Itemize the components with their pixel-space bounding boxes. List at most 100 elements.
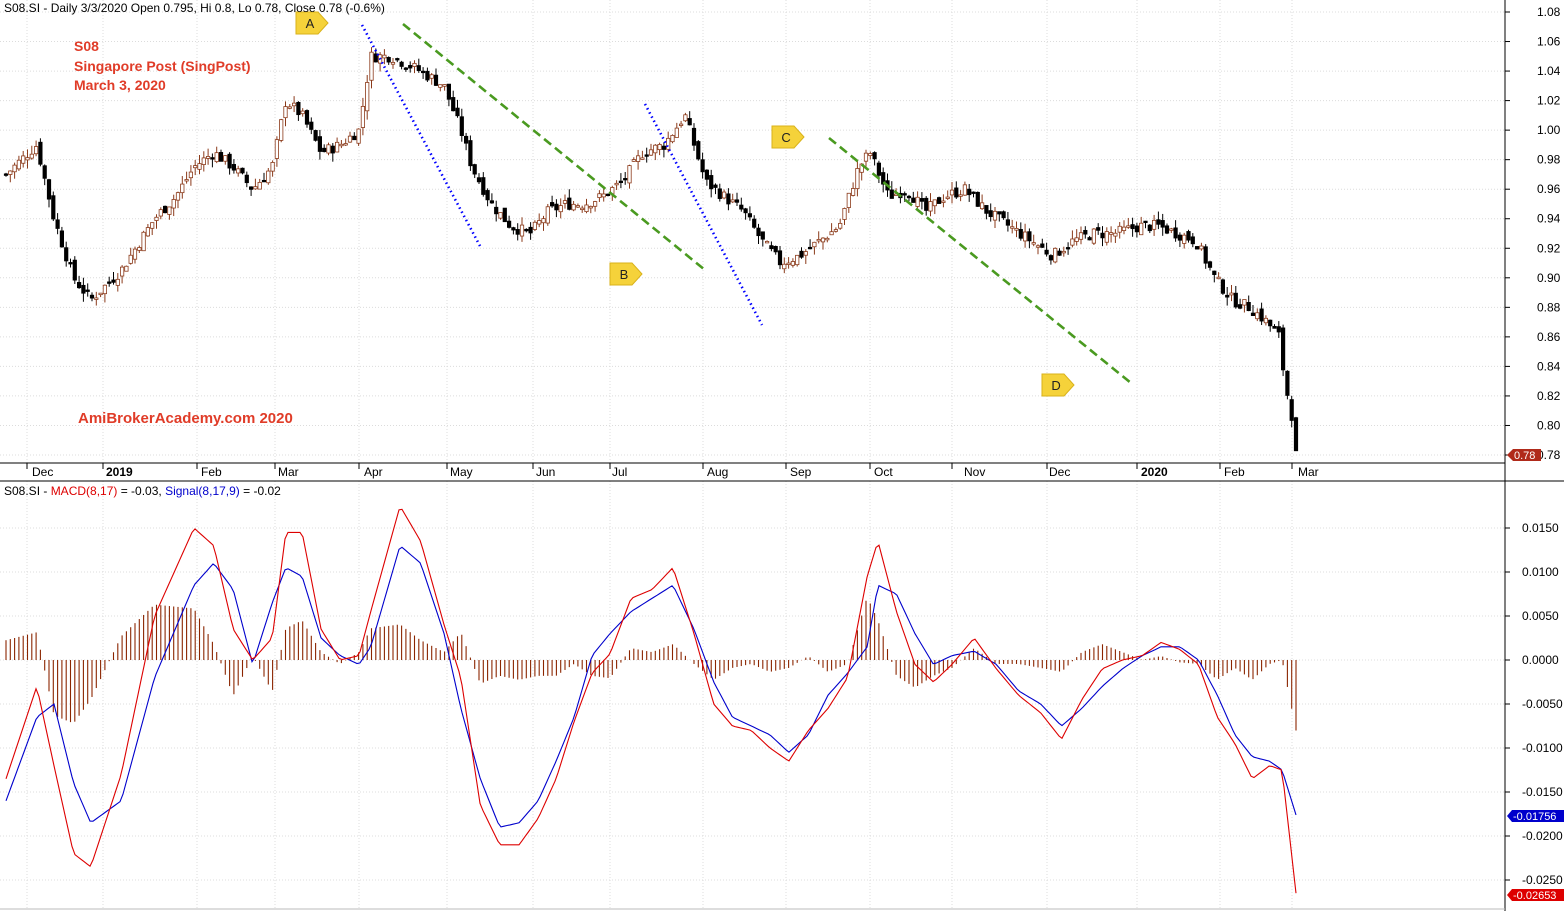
candle-body	[180, 183, 185, 194]
candle-body	[120, 266, 125, 277]
candle-body	[171, 199, 176, 209]
candle-body	[257, 181, 262, 190]
candle-body	[390, 62, 396, 65]
candle-body	[537, 220, 542, 225]
signal-value-label: -0.01756	[1513, 811, 1556, 823]
candle-body	[1203, 246, 1208, 264]
candle-body	[876, 162, 882, 176]
candle-body	[188, 171, 193, 179]
macd-y-tick-label: 0.0050	[1522, 609, 1559, 623]
x-tick-label: Jun	[536, 465, 555, 479]
candle-body	[438, 84, 443, 88]
candle-body	[567, 197, 572, 210]
candle-body	[59, 230, 65, 248]
candle-body	[240, 167, 245, 174]
candle-body	[958, 194, 963, 197]
candle-body	[46, 179, 52, 200]
candle-body	[433, 74, 439, 86]
price-y-tick-label: 1.02	[1537, 94, 1561, 108]
candle-body	[623, 178, 628, 181]
candle-body	[111, 279, 116, 283]
candle-body	[261, 179, 267, 183]
candle-body	[575, 205, 581, 208]
candle-body	[558, 205, 563, 213]
candle-body	[42, 165, 47, 179]
candle-body	[1134, 225, 1139, 233]
candle-body	[1044, 249, 1049, 255]
candle-body	[1001, 211, 1006, 219]
x-tick-label: Dec	[1049, 465, 1070, 479]
candle-body	[816, 239, 821, 242]
price-y-tick-label: 0.94	[1537, 212, 1561, 226]
price-y-tick-label: 1.08	[1537, 5, 1561, 19]
candlesticks	[3, 47, 1299, 452]
candle-body	[150, 222, 155, 229]
candle-body	[34, 146, 39, 155]
candle-body	[1121, 226, 1127, 231]
macd-header-prefix: S08.SI -	[4, 484, 51, 498]
candle-body	[420, 70, 426, 74]
candle-body	[214, 152, 219, 163]
macd-header-macd-label: MACD(8,17)	[51, 484, 118, 498]
candle-body	[313, 130, 318, 141]
candle-body	[1074, 237, 1079, 242]
candle-body	[666, 137, 671, 150]
candle-body	[631, 159, 636, 162]
price-y-tick-label: 0.86	[1537, 330, 1561, 344]
candle-body	[446, 83, 452, 100]
x-tick-label: 2020	[1141, 465, 1168, 479]
candle-body	[494, 206, 499, 215]
candle-body	[1190, 236, 1195, 245]
candle-body	[760, 231, 765, 240]
candle-body	[726, 193, 731, 205]
candle-body	[889, 189, 894, 199]
candle-body	[1207, 261, 1213, 268]
candle-body	[476, 177, 482, 183]
candle-body	[752, 218, 757, 228]
candle-body	[463, 135, 469, 144]
candle-body	[451, 97, 456, 112]
candle-body	[408, 65, 413, 69]
candle-body	[1143, 220, 1148, 224]
candle-body	[1281, 327, 1286, 371]
candle-body	[498, 212, 503, 219]
candle-body	[679, 123, 684, 126]
candle-body	[1263, 317, 1268, 324]
candle-body	[274, 139, 280, 159]
candle-body	[657, 144, 662, 151]
candle-body	[782, 263, 787, 270]
candle-body	[38, 141, 43, 165]
candle-body	[300, 110, 305, 115]
candle-body	[541, 218, 546, 224]
candle-body	[683, 114, 688, 122]
candle-body	[1242, 299, 1247, 306]
x-tick-label: Sep	[790, 465, 812, 479]
candle-body	[1259, 308, 1264, 322]
price-header: S08.SI - Daily 3/3/2020 Open 0.795, Hi 0…	[4, 1, 385, 15]
x-tick-label: Aug	[707, 465, 728, 479]
candle-body	[722, 191, 727, 199]
candle-body	[756, 227, 761, 237]
candle-body	[1216, 276, 1221, 280]
price-y-axis: 1.08 1.06 1.04 1.02 1.00 0.98 0.96 0.94 0.92 0.90…	[1505, 5, 1561, 462]
candle-body	[808, 246, 813, 250]
candle-body	[167, 206, 172, 215]
x-axis-ticks: Dec 2019 Feb Mar Apr May Jun Jul Aug Sep Oct Nov Dec…	[26, 463, 1319, 479]
candle-body	[85, 289, 90, 292]
candle-body	[1177, 234, 1182, 241]
marker-c-label: C	[781, 130, 790, 145]
candle-body	[911, 197, 916, 203]
macd-y-tick-label: 0.0000	[1522, 653, 1559, 667]
candle-body	[1018, 229, 1023, 239]
candle-body	[601, 193, 606, 198]
candle-body	[1139, 222, 1144, 236]
candle-body	[1238, 304, 1243, 309]
candle-body	[1164, 225, 1170, 234]
candle-body	[584, 204, 589, 213]
candle-body	[872, 152, 877, 160]
candle-body	[442, 84, 447, 87]
candle-body	[786, 262, 791, 265]
candle-body	[670, 134, 675, 143]
marker-b: B	[609, 262, 643, 286]
candle-body	[468, 140, 473, 167]
